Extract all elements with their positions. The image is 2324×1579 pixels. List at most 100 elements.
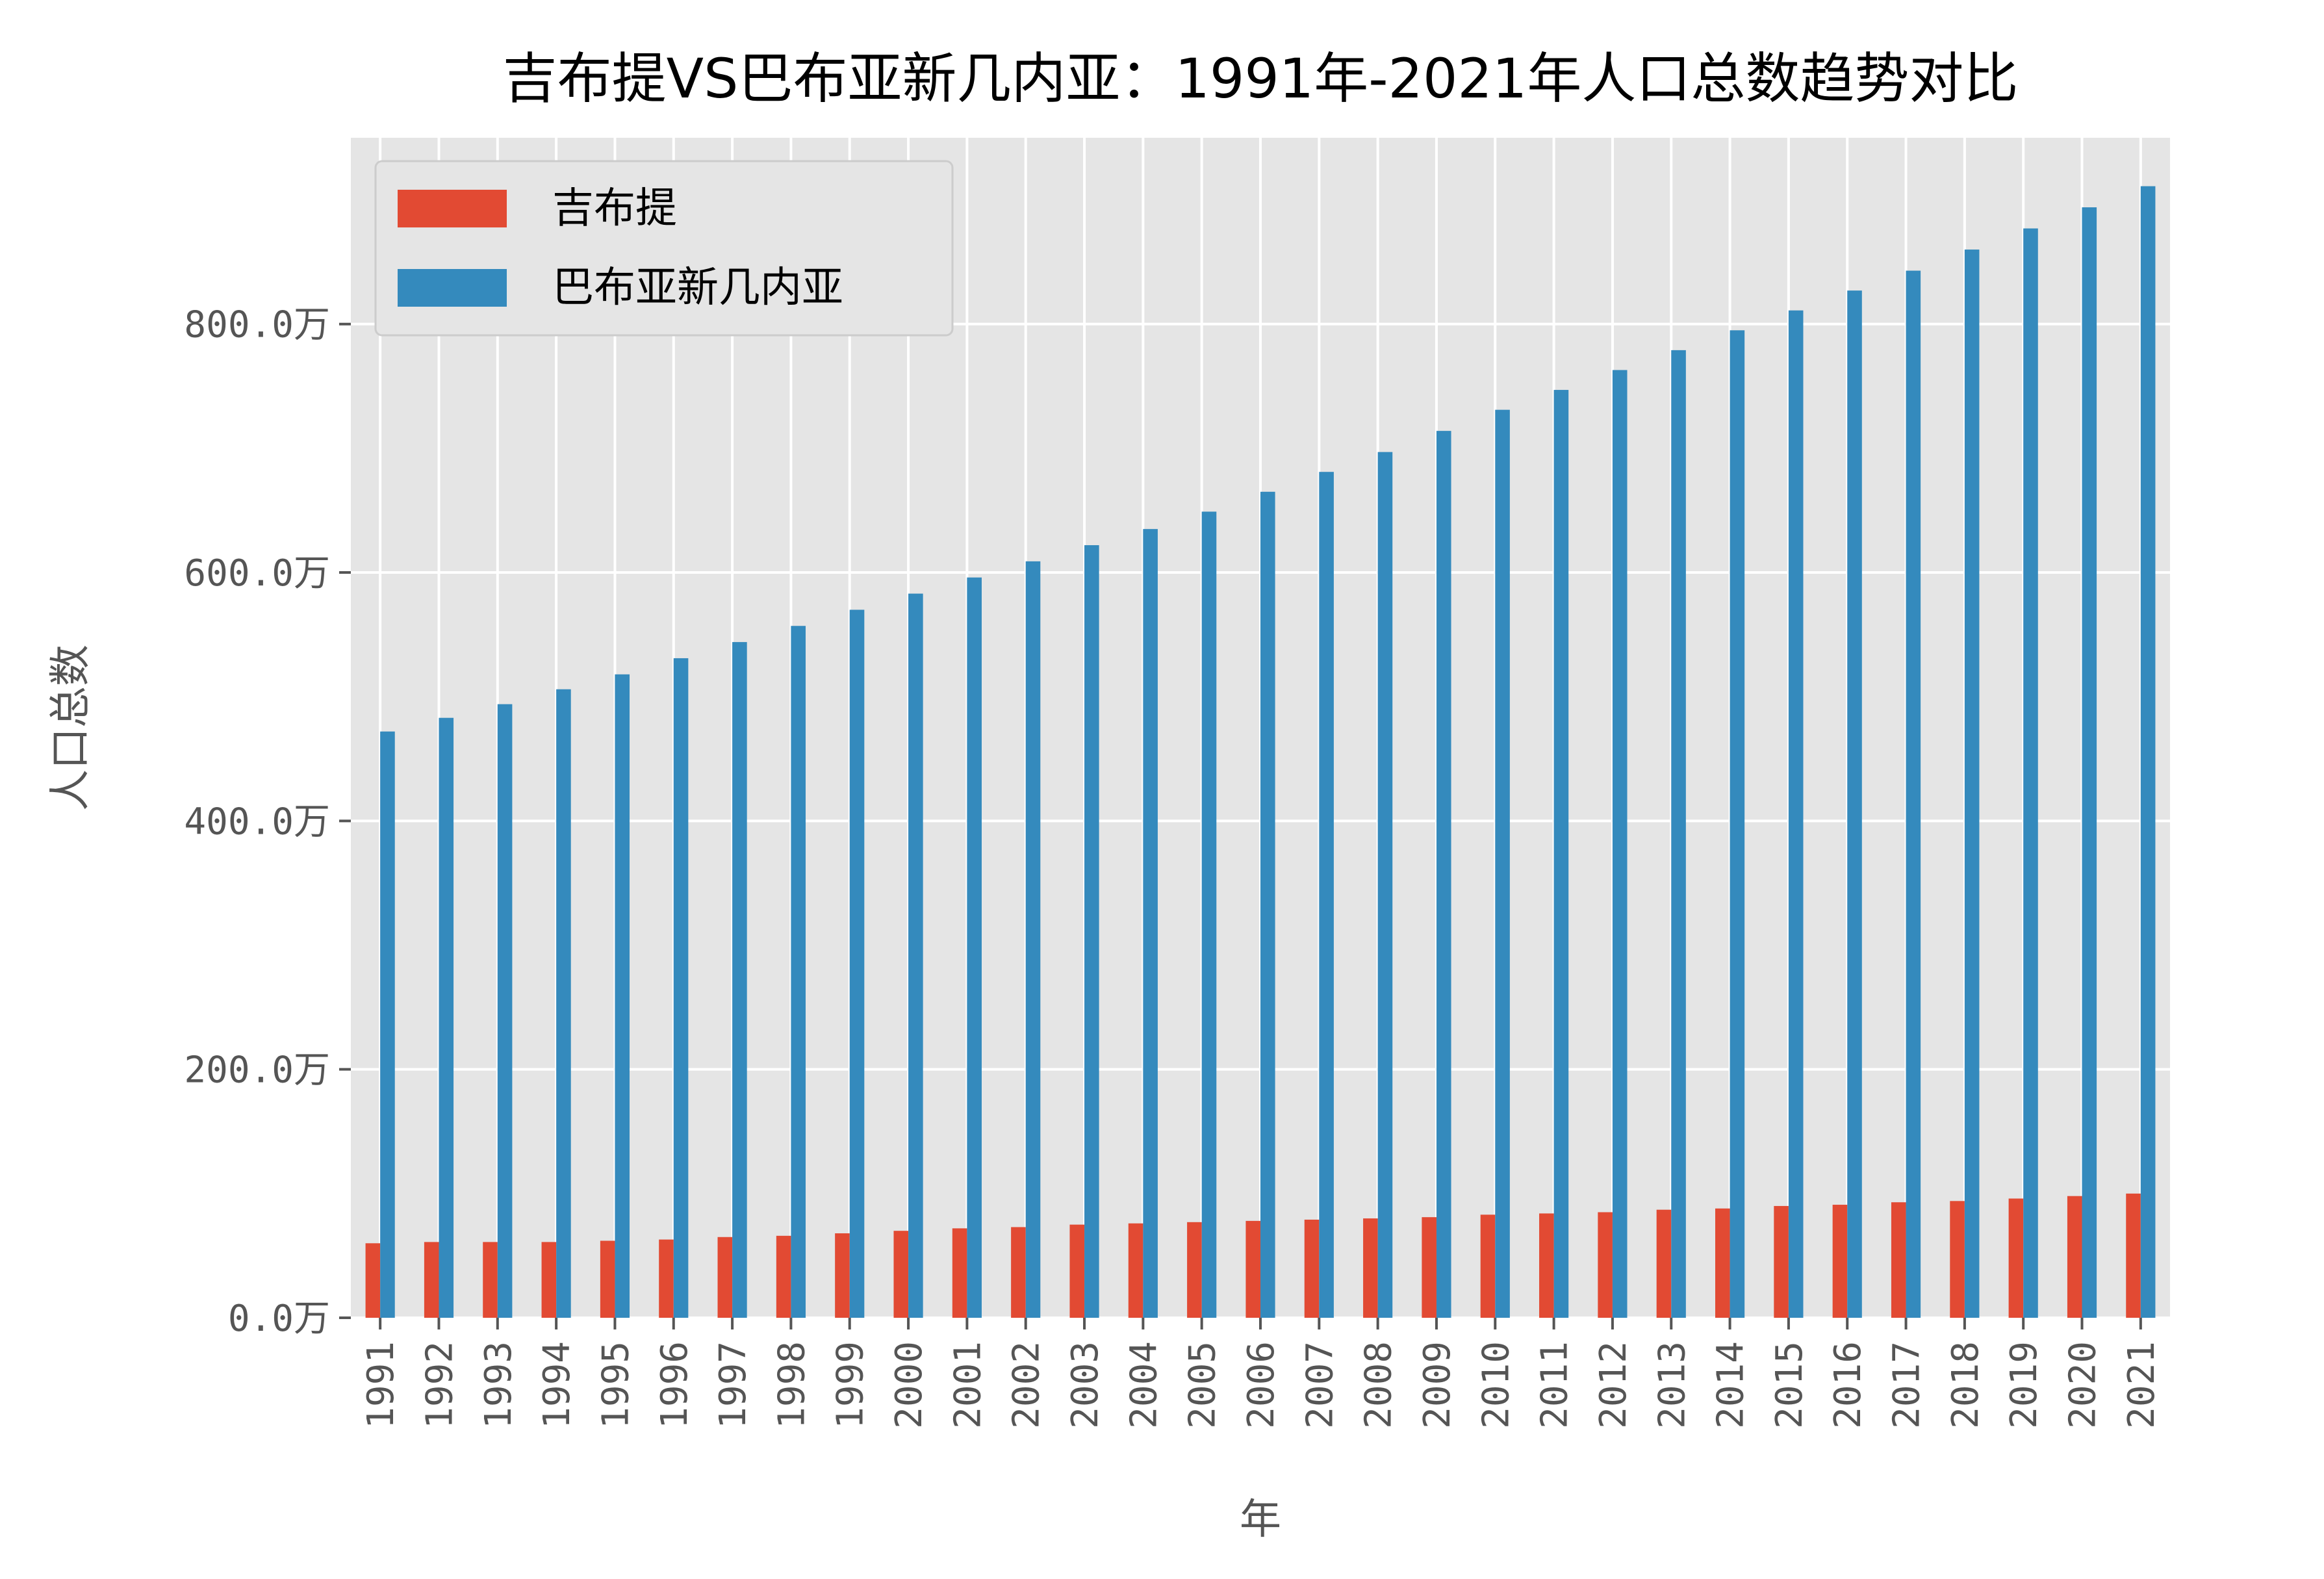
bar-djibouti — [1187, 1222, 1202, 1318]
x-tick-label: 1994 — [536, 1341, 578, 1429]
x-tick-label: 2000 — [888, 1341, 930, 1429]
bar-papua-new-guinea — [439, 717, 454, 1318]
bar-papua-new-guinea — [2140, 186, 2156, 1318]
bar-papua-new-guinea — [1377, 452, 1393, 1318]
bar-djibouti — [1539, 1213, 1554, 1318]
y-tick-label: 600.0万 — [184, 552, 330, 595]
chart-title: 吉布提VS巴布亚新几内亚：1991年-2021年人口总数趋势对比 — [503, 47, 2019, 110]
x-tick-label: 1993 — [478, 1341, 520, 1429]
x-tick-label: 1996 — [654, 1341, 696, 1429]
bar-papua-new-guinea — [732, 642, 747, 1318]
x-tick-label: 2012 — [1592, 1341, 1635, 1429]
bar-papua-new-guinea — [1025, 561, 1041, 1318]
bar-djibouti — [2008, 1198, 2024, 1318]
bar-papua-new-guinea — [380, 731, 395, 1318]
bar-papua-new-guinea — [1847, 290, 1862, 1318]
legend-swatch — [398, 190, 507, 227]
bar-papua-new-guinea — [1495, 409, 1510, 1318]
bar-djibouti — [1480, 1214, 1496, 1318]
x-tick-label: 1991 — [360, 1341, 402, 1429]
bar-papua-new-guinea — [497, 704, 513, 1318]
x-tick-label: 2015 — [1769, 1341, 1811, 1429]
bar-papua-new-guinea — [1906, 270, 1921, 1318]
legend-label: 巴布亚新几内亚 — [552, 264, 843, 312]
x-tick-label: 2002 — [1006, 1341, 1048, 1429]
bar-djibouti — [1069, 1224, 1085, 1318]
bar-djibouti — [541, 1242, 557, 1318]
x-tick-label: 2003 — [1064, 1341, 1106, 1429]
x-axis-label: 年 — [1240, 1496, 1281, 1544]
bar-papua-new-guinea — [1612, 370, 1628, 1318]
y-axis-label: 人口总数 — [47, 645, 95, 811]
bar-papua-new-guinea — [1084, 545, 1099, 1318]
x-tick-label: 2009 — [1416, 1341, 1459, 1429]
x-tick-label: 2016 — [1827, 1341, 1869, 1429]
legend-box — [374, 160, 954, 337]
y-axis: 0.0万 200.0万 400.0万 600.0万 800.0万 — [184, 304, 351, 1340]
bar-djibouti — [1891, 1202, 1906, 1318]
bar-papua-new-guinea — [2082, 207, 2097, 1318]
bar-papua-new-guinea — [1201, 511, 1217, 1318]
x-tick-label: 2008 — [1358, 1341, 1400, 1429]
bar-papua-new-guinea — [2023, 228, 2038, 1318]
bar-djibouti — [659, 1239, 674, 1318]
y-tick-label: 800.0万 — [184, 304, 330, 346]
bar-djibouti — [1832, 1205, 1848, 1318]
bar-djibouti — [1128, 1223, 1143, 1318]
bar-djibouti — [483, 1242, 498, 1318]
bar-papua-new-guinea — [1671, 350, 1686, 1318]
x-tick-label: 2001 — [947, 1341, 989, 1429]
bar-djibouti — [1422, 1217, 1437, 1318]
x-tick-label: 2007 — [1299, 1341, 1341, 1429]
x-tick-label: 2004 — [1123, 1341, 1165, 1429]
bar-papua-new-guinea — [791, 626, 806, 1318]
bar-papua-new-guinea — [673, 658, 689, 1318]
x-tick-label: 2014 — [1710, 1341, 1752, 1429]
y-tick-label: 400.0万 — [184, 801, 330, 843]
x-tick-label: 2017 — [1886, 1341, 1928, 1429]
bar-papua-new-guinea — [615, 674, 630, 1318]
y-tick-label: 0.0万 — [228, 1298, 330, 1340]
x-tick-label: 1997 — [712, 1341, 754, 1429]
bar-djibouti — [1363, 1218, 1378, 1318]
x-tick-label: 2011 — [1534, 1341, 1576, 1429]
x-tick-label: 2005 — [1182, 1341, 1224, 1429]
bar-djibouti — [1715, 1208, 1730, 1318]
bar-papua-new-guinea — [1319, 472, 1334, 1318]
bar-papua-new-guinea — [1730, 330, 1745, 1318]
legend-label: 吉布提 — [552, 185, 677, 233]
bar-djibouti — [893, 1231, 909, 1318]
bar-djibouti — [1656, 1209, 1672, 1318]
bar-djibouti — [1598, 1212, 1613, 1318]
bar-papua-new-guinea — [1553, 390, 1569, 1318]
bar-papua-new-guinea — [1260, 491, 1275, 1318]
bar-papua-new-guinea — [849, 610, 865, 1318]
bar-djibouti — [365, 1243, 381, 1318]
bar-djibouti — [835, 1233, 850, 1318]
x-axis: 1991 1992 1993 1994 1995 1996 1997 1998 1999 2000… — [360, 1318, 2163, 1429]
bar-djibouti — [1774, 1205, 1789, 1318]
bar-djibouti — [600, 1240, 615, 1318]
x-tick-label: 1995 — [594, 1341, 637, 1429]
x-tick-label: 1998 — [771, 1341, 813, 1429]
bar-djibouti — [424, 1242, 439, 1318]
x-tick-label: 2010 — [1475, 1341, 1517, 1429]
bar-papua-new-guinea — [908, 593, 923, 1318]
bar-papua-new-guinea — [1143, 529, 1158, 1318]
x-tick-label: 2013 — [1651, 1341, 1693, 1429]
y-tick-label: 200.0万 — [184, 1049, 330, 1092]
bar-djibouti — [1304, 1219, 1320, 1318]
x-tick-label: 2020 — [2062, 1341, 2104, 1429]
x-tick-label: 1999 — [830, 1341, 872, 1429]
bar-djibouti — [2067, 1196, 2082, 1318]
x-tick-label: 2019 — [2003, 1341, 2045, 1429]
bar-djibouti — [717, 1237, 733, 1318]
bar-papua-new-guinea — [556, 689, 571, 1318]
bar-djibouti — [2126, 1193, 2141, 1318]
bar-djibouti — [776, 1235, 791, 1318]
x-tick-label: 2006 — [1240, 1341, 1283, 1429]
bar-papua-new-guinea — [1436, 431, 1451, 1318]
bar-djibouti — [1011, 1227, 1026, 1318]
